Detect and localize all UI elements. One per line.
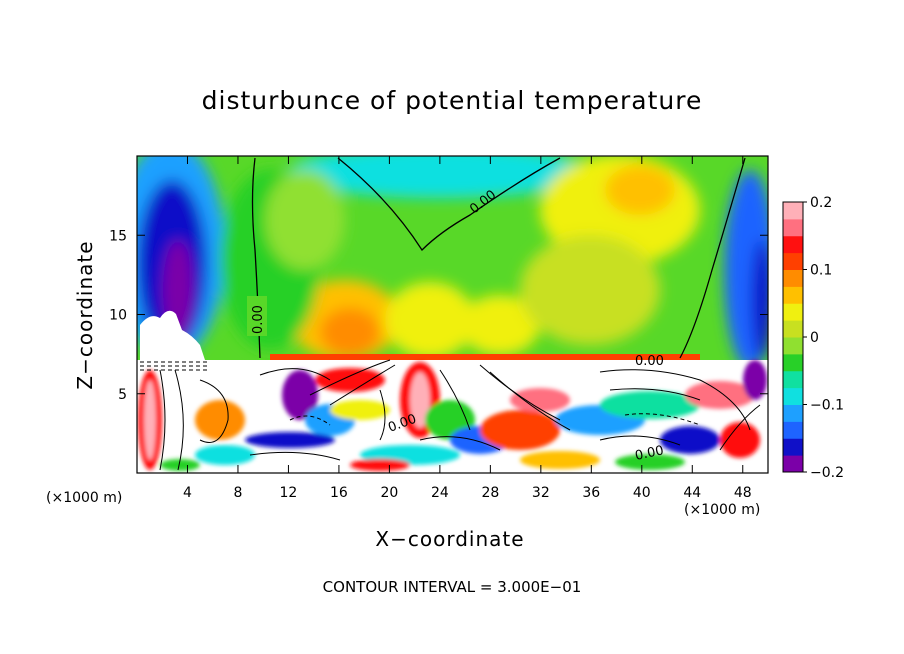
x-tick-label: 44: [683, 485, 701, 501]
x-tick-label: 28: [481, 485, 499, 501]
x-axis-label: X−coordinate: [375, 527, 525, 551]
colorbar-segment: [783, 218, 803, 237]
x-tick-label: 16: [330, 485, 348, 501]
contour-label: 0.00: [634, 443, 665, 464]
x-tick-label: 12: [280, 485, 298, 501]
colorbar-tick-label: −0.1: [810, 398, 844, 414]
y-tick-label: 5: [118, 387, 127, 403]
colorbar-segment: [783, 353, 803, 372]
colorbar-segment: [783, 370, 803, 389]
y-axis-label: Z−coordinate: [73, 240, 97, 390]
x-tick-label: 48: [734, 485, 752, 501]
colorbar-segment: [783, 455, 803, 473]
colorbar-segment: [783, 235, 803, 254]
colorbar-segment: [783, 252, 803, 270]
x-axis: 4 8 12 16 20 24 28 32 36 40 44 48: [183, 156, 752, 501]
colorbar-tick-label: −0.2: [810, 465, 844, 481]
colorbar-segment: [783, 421, 803, 439]
y-axis: 5 10 15: [109, 228, 768, 403]
colorbar-segment: [783, 303, 803, 321]
x-unit-label-left: (×1000 m): [46, 490, 123, 506]
colorbar-segment: [783, 286, 803, 304]
contour-interval-note: CONTOUR INTERVAL = 3.000E−01: [322, 578, 582, 596]
contour-label: 0.00: [251, 305, 266, 334]
heatmap-field: [137, 156, 768, 473]
colorbar-segment: [783, 404, 803, 422]
chart-title: disturbunce of potential temperature: [201, 86, 703, 115]
x-tick-label: 24: [431, 485, 449, 501]
x-unit-label-right: (×1000 m): [684, 502, 761, 518]
colorbar-segment: [783, 387, 803, 405]
colorbar-segment: [783, 202, 803, 220]
contour-label: 0.00: [635, 354, 664, 369]
colorbar: 0.2 0.1 0 −0.1 −0.2: [782, 195, 844, 481]
x-tick-label: 4: [183, 485, 192, 501]
colorbar-tick-label: 0: [810, 330, 819, 346]
colorbar-segment: [783, 269, 803, 287]
x-tick-label: 20: [380, 485, 398, 501]
y-tick-label: 10: [109, 308, 127, 324]
x-tick-label: 36: [582, 485, 600, 501]
colorbar-segment: [783, 320, 803, 338]
y-tick-label: 15: [109, 228, 127, 244]
x-tick-label: 32: [532, 485, 550, 501]
x-tick-label: 8: [233, 485, 242, 501]
colorbar-tick-label: 0.2: [810, 195, 832, 211]
x-tick-label: 40: [633, 485, 651, 501]
colorbar-segment: [783, 337, 803, 355]
colorbar-segment: [783, 438, 803, 456]
colorbar-tick-label: 0.1: [810, 263, 832, 279]
